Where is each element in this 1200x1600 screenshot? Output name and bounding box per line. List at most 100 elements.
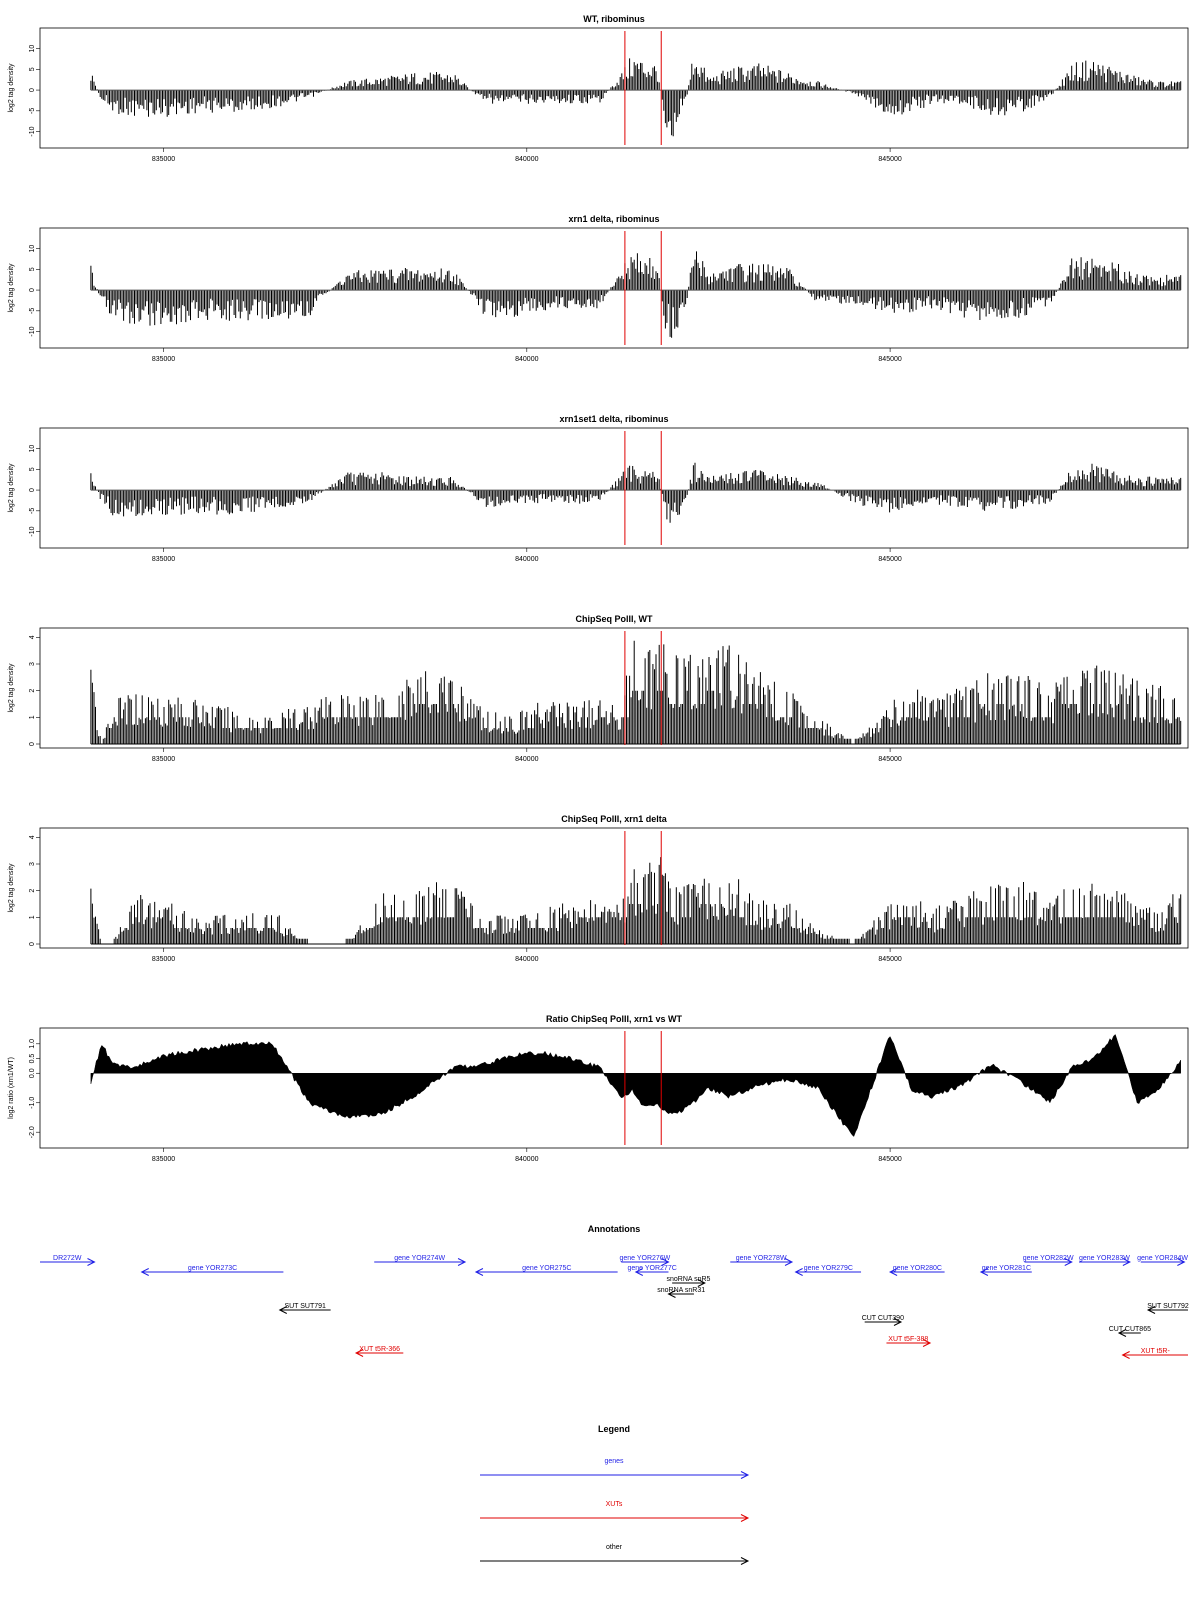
legend-label: genes: [604, 1458, 624, 1465]
feature-arrowhead: [1064, 1258, 1073, 1266]
x-tick-label: 845000: [878, 356, 901, 363]
feature-label: XUT t5R-366: [359, 1346, 400, 1353]
plot-frame: [39, 827, 1189, 949]
legend-arrowhead: [740, 1557, 750, 1565]
panel-title: WT, ribominus: [583, 14, 645, 24]
feature-label: gene YOR284W: [1137, 1255, 1188, 1262]
feature-arrowhead: [278, 1306, 287, 1314]
annotations-panel: Annotations DR272W gene YOR273C gene YOR274…: [40, 1224, 1189, 1359]
y-tick-label: 5: [29, 267, 36, 271]
x-tick-label: 835000: [152, 956, 175, 963]
y-axis-label: log2 tag density: [8, 863, 15, 913]
feature-label: DR272W: [53, 1255, 82, 1262]
plot-frame: [39, 27, 1189, 149]
x-tick-label: 835000: [152, 556, 175, 563]
feature-label: gene YOR283W: [1079, 1255, 1130, 1262]
signal-bars: [90, 640, 1182, 744]
legend-title: Legend: [598, 1424, 630, 1434]
panel-title: xrn1set1 delta, ribominus: [559, 414, 668, 424]
y-tick-label: -5: [29, 108, 36, 114]
panel-6: Ratio ChipSeq PolII, xrn1 vs WT -2.0 -1.0 0…: [8, 1014, 1189, 1163]
panel-title: Ratio ChipSeq PolII, xrn1 vs WT: [546, 1014, 683, 1024]
y-tick-label: 1: [29, 715, 36, 719]
feature-arrowhead: [661, 1258, 670, 1266]
y-tick-label: -2.0: [29, 1126, 36, 1138]
feature-arrowhead: [634, 1268, 644, 1276]
signal-bars: [90, 251, 1182, 338]
y-tick-label: -10: [29, 326, 36, 336]
feature-label: gene YOR278W: [736, 1255, 787, 1262]
y-axis-label: log2 tag density: [8, 663, 15, 713]
x-tick-label: 845000: [878, 156, 901, 163]
feature-arrowhead: [922, 1339, 932, 1347]
plot-frame: [39, 227, 1189, 349]
feature-arrowhead: [1117, 1329, 1127, 1337]
feature-arrowhead: [888, 1268, 898, 1276]
feature-label: gene YOR282W: [1023, 1255, 1074, 1262]
plot-frame: [39, 1027, 1189, 1149]
feature-label: SUT SUT791: [284, 1303, 326, 1310]
feature-arrowhead: [1146, 1306, 1156, 1314]
signal-bars: [90, 462, 1182, 523]
legend-label: XUTs: [606, 1501, 623, 1508]
feature-label: gene YOR280C: [893, 1265, 942, 1272]
y-tick-label: 0: [29, 942, 36, 946]
y-tick-label: 4: [29, 835, 36, 839]
y-tick-label: 0: [29, 88, 36, 92]
feature-arrowhead: [354, 1349, 364, 1357]
x-tick-label: 840000: [515, 956, 538, 963]
feature-arrowhead: [140, 1268, 149, 1276]
y-tick-label: 0.5: [29, 1054, 36, 1064]
y-tick-label: 10: [29, 45, 36, 53]
signal-bars: [90, 58, 1182, 137]
feature-label: CUT CUT865: [1109, 1326, 1151, 1333]
feature-label: gene YOR281C: [982, 1265, 1031, 1272]
annotations-title: Annotations: [588, 1224, 641, 1234]
y-tick-label: 5: [29, 67, 36, 71]
feature-label: gene YOR275C: [522, 1265, 571, 1272]
feature-label: snoRNA snR5: [666, 1276, 710, 1283]
legend-label: other: [606, 1544, 623, 1551]
plot-frame: [39, 627, 1189, 749]
x-tick-label: 835000: [152, 356, 175, 363]
x-tick-label: 840000: [515, 556, 538, 563]
x-tick-label: 845000: [878, 556, 901, 563]
y-tick-label: -10: [29, 126, 36, 136]
y-tick-label: 10: [29, 445, 36, 453]
y-axis-label: log2 ratio (xrn1/WT): [8, 1057, 15, 1119]
panel-4: ChipSeq PolII, WT 0 1 2 3 4 835000 840000 845000…: [8, 614, 1189, 763]
x-tick-label: 840000: [515, 156, 538, 163]
feature-arrowhead: [697, 1279, 706, 1287]
feature-label: snoRNA snR31: [657, 1287, 705, 1294]
y-tick-label: 0: [29, 742, 36, 746]
feature-arrowhead: [979, 1268, 989, 1276]
y-tick-label: 2: [29, 889, 36, 893]
feature-label: SUT SUT792: [1147, 1303, 1189, 1310]
y-axis-label: log2 tag density: [8, 63, 15, 113]
x-tick-label: 845000: [878, 956, 901, 963]
panel-3: xrn1set1 delta, ribominus -10 -5 0 5 10 835000…: [8, 414, 1189, 563]
x-tick-label: 840000: [515, 1156, 538, 1163]
y-tick-label: 2: [29, 689, 36, 693]
panel-title: ChipSeq PolII, xrn1 delta: [561, 814, 668, 824]
feature-label: gene YOR279C: [804, 1265, 853, 1272]
y-tick-label: 0.0: [29, 1068, 36, 1078]
panel-title: ChipSeq PolII, WT: [576, 614, 653, 624]
x-tick-label: 845000: [878, 756, 901, 763]
y-axis-label: log2 tag density: [8, 263, 15, 313]
feature-arrowhead: [1122, 1258, 1131, 1266]
feature-label: gene YOR277C: [627, 1265, 676, 1272]
panel-2: xrn1 delta, ribominus -10 -5 0 5 10 835000 8400…: [8, 214, 1189, 363]
x-tick-label: 835000: [152, 156, 175, 163]
legend-arrowhead: [740, 1471, 750, 1479]
legend: Legend genes XUTs other: [480, 1424, 750, 1565]
y-tick-label: -5: [29, 308, 36, 314]
feature-arrowhead: [784, 1258, 794, 1266]
ratio-area: [90, 1034, 1181, 1137]
x-tick-label: 840000: [515, 356, 538, 363]
legend-arrowhead: [740, 1514, 750, 1522]
x-tick-label: 835000: [152, 1156, 175, 1163]
panel-1: WT, ribominus -10 -5 0 5 10 835000 840000 845000…: [8, 14, 1189, 163]
plot-frame: [39, 427, 1189, 549]
